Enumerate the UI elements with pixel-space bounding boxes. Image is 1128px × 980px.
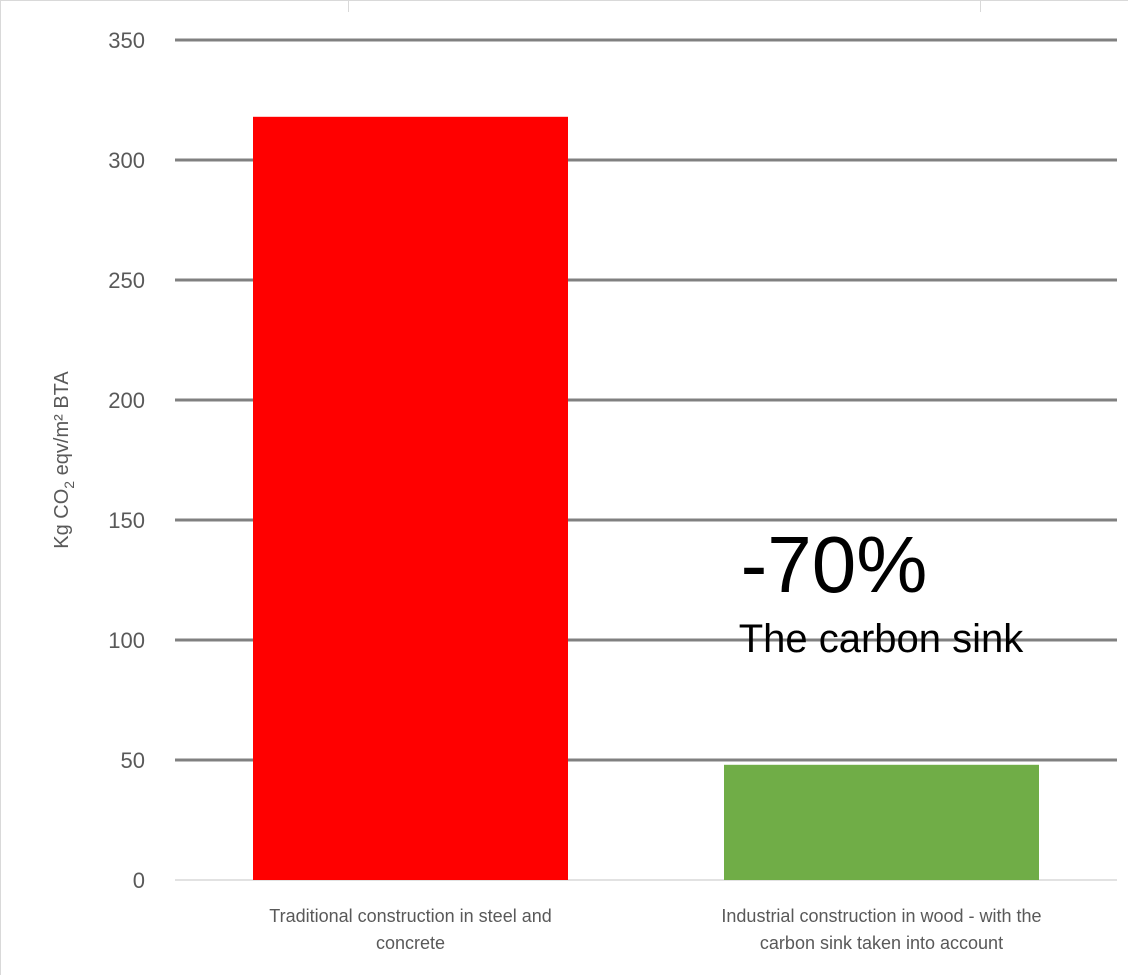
y-tick-label: 300 — [108, 148, 145, 173]
frame-line-top — [0, 0, 1128, 1]
bars — [253, 116, 1039, 881]
bar — [253, 116, 568, 881]
y-tick-label: 50 — [121, 748, 145, 773]
x-tick-label: Traditional construction in steel and con… — [269, 906, 552, 953]
frame-line-inner-right — [980, 0, 981, 12]
y-tick-label: 250 — [108, 268, 145, 293]
reduction-percent-annotation: -70% — [741, 520, 928, 609]
frame-line-left — [0, 0, 1, 975]
y-axis-label: Kg CO2 eqv/m² BTA — [51, 371, 77, 549]
frame-line-inner-left — [348, 0, 349, 12]
x-tick-labels: Traditional construction in steel and con… — [269, 906, 1041, 953]
y-tick-label: 0 — [133, 868, 145, 893]
y-tick-label: 350 — [108, 28, 145, 53]
y-tick-labels: 0 50 100 150 200 250 300 350 — [108, 28, 145, 893]
x-tick-label: Industrial construction in wood - with t… — [721, 906, 1041, 953]
y-tick-label: 100 — [108, 628, 145, 653]
bar — [724, 764, 1039, 880]
carbon-sink-annotation: The carbon sink — [739, 617, 1025, 661]
y-tick-label: 200 — [108, 388, 145, 413]
y-tick-label: 150 — [108, 508, 145, 533]
